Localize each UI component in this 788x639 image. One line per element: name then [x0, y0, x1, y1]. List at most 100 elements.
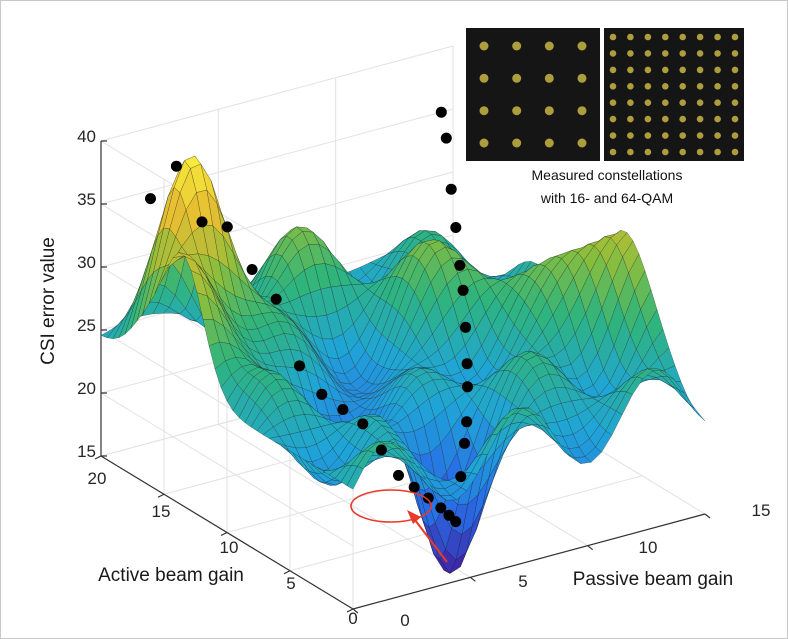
constellation-point — [609, 132, 617, 139]
constellation-point — [644, 115, 652, 123]
constellation-point — [627, 50, 634, 57]
constellation-point — [731, 99, 739, 106]
x-tick: 10 — [639, 538, 658, 557]
constellation-point — [662, 66, 669, 74]
constellation-point — [644, 66, 652, 74]
constellation-point — [662, 83, 669, 90]
measured-point — [450, 222, 462, 233]
constellation-16qam-inset — [466, 28, 600, 161]
grid-line — [157, 493, 165, 498]
constellation-point — [679, 50, 686, 57]
constellation-point — [479, 41, 489, 51]
grid-line — [283, 570, 291, 575]
constellation-point — [714, 99, 721, 106]
constellation-point — [679, 83, 686, 90]
constellation-point — [696, 83, 704, 90]
z-tick: 15 — [77, 442, 96, 461]
x-tick: 0 — [400, 611, 409, 630]
y-tick: 5 — [286, 574, 295, 593]
measured-point — [435, 106, 447, 118]
y-axis-label: Active beam gain — [98, 565, 244, 586]
constellation-point — [679, 132, 686, 139]
measured-point — [316, 388, 328, 400]
constellation-point — [714, 33, 721, 41]
constellation-point — [714, 83, 721, 90]
measured-point — [246, 264, 258, 275]
measured-point — [196, 216, 208, 228]
constellation-point — [696, 66, 704, 74]
constellation-point — [644, 83, 652, 90]
y-tick: 10 — [220, 538, 239, 557]
measured-point — [460, 321, 472, 333]
measured-point — [221, 221, 233, 233]
constellation-64qam-inset — [604, 28, 744, 161]
constellation-point — [627, 83, 634, 90]
x-tick: 5 — [518, 572, 527, 591]
constellation-point — [609, 99, 617, 106]
measured-point — [462, 381, 473, 393]
grid-line — [352, 608, 359, 614]
measured-point — [454, 259, 466, 271]
z-tick: 20 — [77, 379, 96, 398]
grid-line — [100, 45, 454, 142]
measured-point — [294, 360, 305, 372]
measured-point — [270, 293, 282, 305]
constellation-point — [609, 115, 617, 123]
constellation-point — [714, 115, 721, 123]
grid-line — [346, 608, 354, 613]
constellation-point — [479, 106, 489, 116]
constellation-point — [696, 115, 704, 123]
grid-line — [352, 513, 706, 610]
constellation-point — [627, 33, 634, 41]
measured-point — [459, 437, 470, 449]
annotation-line-2: with 16- and 64-QAM — [540, 190, 673, 206]
constellation-point — [577, 41, 587, 51]
measured-point — [450, 516, 462, 528]
constellation-point — [627, 148, 634, 156]
measured-point — [457, 284, 469, 296]
constellation-point — [627, 99, 634, 106]
grid-line — [100, 108, 454, 205]
constellation-point — [644, 148, 652, 156]
y-tick: 0 — [348, 609, 357, 628]
constellation-point — [512, 106, 522, 116]
constellation-point — [662, 99, 669, 106]
constellation-point — [512, 41, 522, 51]
measured-point — [461, 416, 473, 428]
grid-line — [94, 455, 102, 460]
y-tick: 15 — [152, 502, 171, 521]
constellation-point — [644, 50, 652, 57]
minimum-circle — [350, 489, 432, 523]
constellation-point — [679, 148, 686, 156]
measured-point — [461, 358, 473, 370]
surface-patch — [678, 389, 695, 409]
constellation-point — [644, 132, 652, 139]
constellation-point — [644, 33, 652, 41]
constellation-point — [679, 66, 686, 74]
annotation-line-1: Measured constellations — [532, 167, 683, 183]
grid-line — [220, 531, 228, 537]
constellation-point — [662, 132, 669, 139]
constellation-point — [479, 138, 489, 148]
constellation-point — [609, 148, 617, 156]
constellation-point — [627, 66, 634, 74]
measured-point — [375, 444, 387, 456]
constellation-point — [627, 132, 634, 139]
measured-point — [408, 481, 420, 493]
constellation-point — [577, 73, 587, 83]
constellation-point — [609, 50, 617, 57]
constellation-point — [696, 99, 704, 106]
constellation-point — [731, 83, 739, 90]
constellation-point — [609, 66, 617, 74]
constellation-point — [662, 33, 669, 41]
measured-point — [435, 502, 447, 514]
constellation-point — [679, 99, 686, 106]
constellation-point — [662, 50, 669, 57]
constellation-point — [714, 66, 721, 74]
z-tick: 35 — [77, 190, 96, 209]
grid-line — [587, 545, 594, 551]
constellation-point — [679, 33, 686, 41]
grid-line — [469, 576, 476, 582]
z-axis-label: CSI error value — [38, 237, 59, 365]
